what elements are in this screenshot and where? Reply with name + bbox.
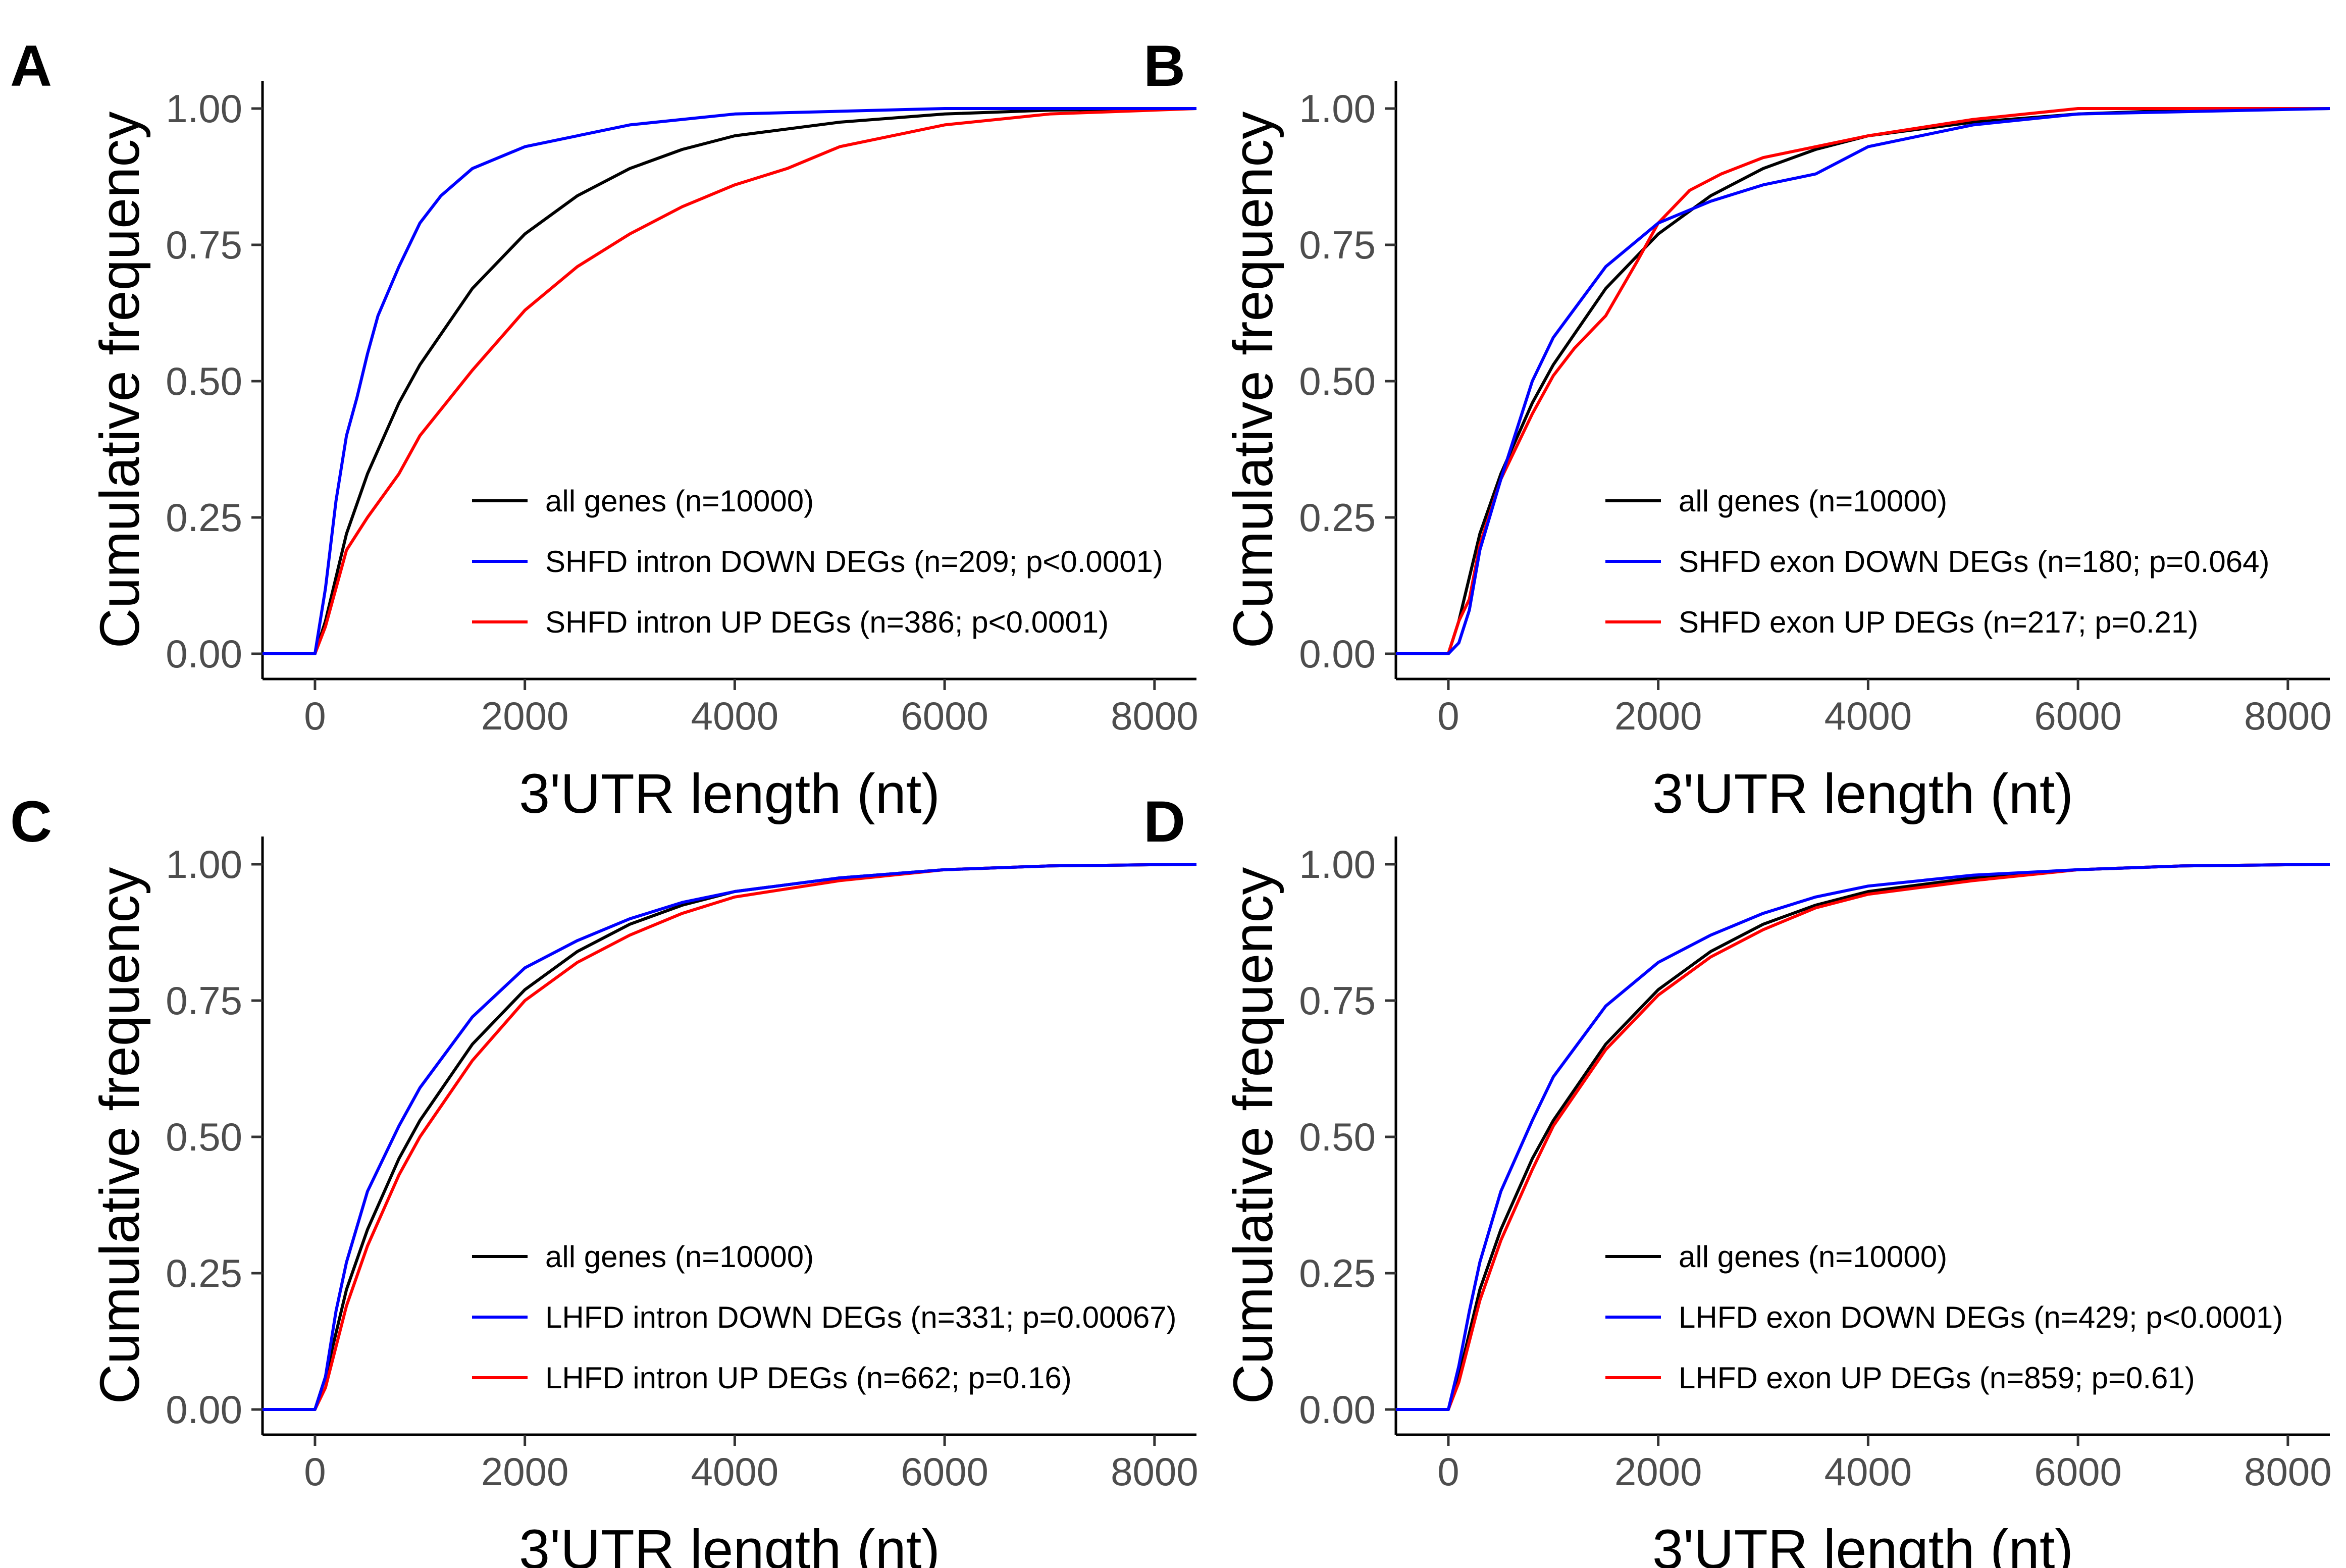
y-tick-label: 0.25 (166, 495, 242, 540)
x-axis-title: 3'UTR length (nt) (1652, 1519, 2073, 1568)
series-line-all (1396, 107, 2330, 655)
y-axis-title: Cumulative frequency (89, 112, 151, 649)
y-axis-title: Cumulative frequency (89, 867, 151, 1404)
y-tick-label: 0.25 (1299, 495, 1376, 540)
y-tick-label: 0.75 (1299, 978, 1376, 1023)
x-tick-label: 6000 (901, 1449, 988, 1494)
legend-label: SHFD exon UP DEGs (n=217; p=0.21) (1679, 605, 2198, 639)
x-tick-label: 6000 (2034, 1449, 2122, 1494)
x-tick-label: 4000 (691, 694, 779, 738)
legend: all genes (n=10000) SHFD intron DOWN DEGs… (472, 484, 1163, 639)
series-line-up (1396, 863, 2330, 1411)
legend-label: all genes (n=10000) (545, 484, 814, 518)
x-tick-label: 8000 (1111, 694, 1198, 738)
x-axis-title: 3'UTR length (nt) (519, 763, 940, 825)
series-line-down (1396, 863, 2330, 1411)
y-tick-label: 1.00 (1299, 86, 1376, 131)
x-tick-label: 6000 (2034, 694, 2122, 738)
panel-letter: C (10, 790, 52, 854)
panel-C: C 0.00 0.25 0.50 0.75 1.00 0 2000 4000 6000 8000 3'… (10, 790, 1198, 1568)
y-tick-label: 1.00 (166, 86, 242, 131)
y-tick-label: 1.00 (1299, 842, 1376, 886)
x-tick-label: 8000 (2244, 1449, 2332, 1494)
legend: all genes (n=10000) LHFD exon DOWN DEGs (… (1605, 1240, 2283, 1395)
series-line-all (1396, 863, 2330, 1411)
y-tick-label: 0.25 (166, 1251, 242, 1295)
x-axis-title: 3'UTR length (nt) (1652, 763, 2073, 825)
y-tick-label: 0.75 (1299, 223, 1376, 267)
series-line-up (263, 863, 1197, 1411)
series-line-down (263, 863, 1197, 1411)
y-tick-label: 0.00 (1299, 1387, 1376, 1432)
y-tick-label: 0.25 (1299, 1251, 1376, 1295)
series-line-down (1396, 107, 2330, 655)
y-axis-title: Cumulative frequency (1222, 112, 1284, 649)
panel-letter: B (1143, 34, 1185, 98)
x-axis-title: 3'UTR length (nt) (519, 1519, 940, 1568)
x-tick-label: 2000 (481, 1449, 569, 1494)
y-tick-label: 1.00 (166, 842, 242, 886)
x-tick-label: 6000 (901, 694, 988, 738)
x-tick-label: 4000 (1824, 694, 1912, 738)
legend-label: SHFD exon DOWN DEGs (n=180; p=0.064) (1679, 545, 2269, 579)
legend-label: LHFD intron UP DEGs (n=662; p=0.16) (545, 1361, 1072, 1395)
x-tick-label: 8000 (1111, 1449, 1198, 1494)
legend-label: LHFD exon DOWN DEGs (n=429; p<0.0001) (1679, 1300, 2283, 1334)
legend-label: all genes (n=10000) (545, 1240, 814, 1274)
legend-label: SHFD intron UP DEGs (n=386; p<0.0001) (545, 605, 1109, 639)
y-tick-label: 0.75 (166, 978, 242, 1023)
series-line-up (1396, 107, 2330, 655)
x-tick-label: 2000 (1614, 694, 1702, 738)
x-tick-label: 0 (304, 694, 326, 738)
x-tick-label: 0 (1437, 694, 1459, 738)
y-tick-label: 0.00 (166, 1387, 242, 1432)
series-lines (263, 863, 1197, 1411)
series-line-up (263, 107, 1197, 655)
series-lines (1396, 863, 2330, 1411)
x-tick-label: 8000 (2244, 694, 2332, 738)
legend: all genes (n=10000) LHFD intron DOWN DEGs… (472, 1240, 1177, 1395)
legend-label: all genes (n=10000) (1679, 484, 1947, 518)
y-tick-label: 0.50 (1299, 359, 1376, 403)
x-tick-label: 4000 (1824, 1449, 1912, 1494)
series-line-all (263, 107, 1197, 655)
legend-label: SHFD intron DOWN DEGs (n=209; p<0.0001) (545, 545, 1163, 579)
legend-label: LHFD exon UP DEGs (n=859; p=0.61) (1679, 1361, 2195, 1395)
series-lines (263, 107, 1197, 655)
x-tick-label: 0 (304, 1449, 326, 1494)
x-tick-label: 4000 (691, 1449, 779, 1494)
series-lines (1396, 107, 2330, 655)
legend-label: LHFD intron DOWN DEGs (n=331; p=0.00067) (545, 1300, 1177, 1334)
panel-letter: D (1143, 790, 1185, 854)
x-tick-label: 0 (1437, 1449, 1459, 1494)
legend: all genes (n=10000) SHFD exon DOWN DEGs (… (1605, 484, 2269, 639)
y-tick-label: 0.50 (166, 359, 242, 403)
panel-A: A 0.00 0.25 0.50 0.75 1.00 0 2000 4000 6000 8000 3'… (10, 34, 1198, 825)
series-line-down (263, 107, 1196, 655)
panel-B: B 0.00 0.25 0.50 0.75 1.00 0 2000 4000 6000 8000 3'… (1143, 34, 2332, 825)
y-tick-label: 0.75 (166, 223, 242, 267)
y-tick-label: 0.50 (166, 1115, 242, 1159)
y-tick-label: 0.00 (1299, 632, 1376, 676)
y-tick-label: 0.50 (1299, 1115, 1376, 1159)
panel-letter: A (10, 34, 52, 98)
panel-D: D 0.00 0.25 0.50 0.75 1.00 0 2000 4000 6000 8000 3'… (1143, 790, 2332, 1568)
x-tick-label: 2000 (1614, 1449, 1702, 1494)
legend-label: all genes (n=10000) (1679, 1240, 1947, 1274)
y-axis-title: Cumulative frequency (1222, 867, 1284, 1404)
x-tick-label: 2000 (481, 694, 569, 738)
y-tick-label: 0.00 (166, 632, 242, 676)
